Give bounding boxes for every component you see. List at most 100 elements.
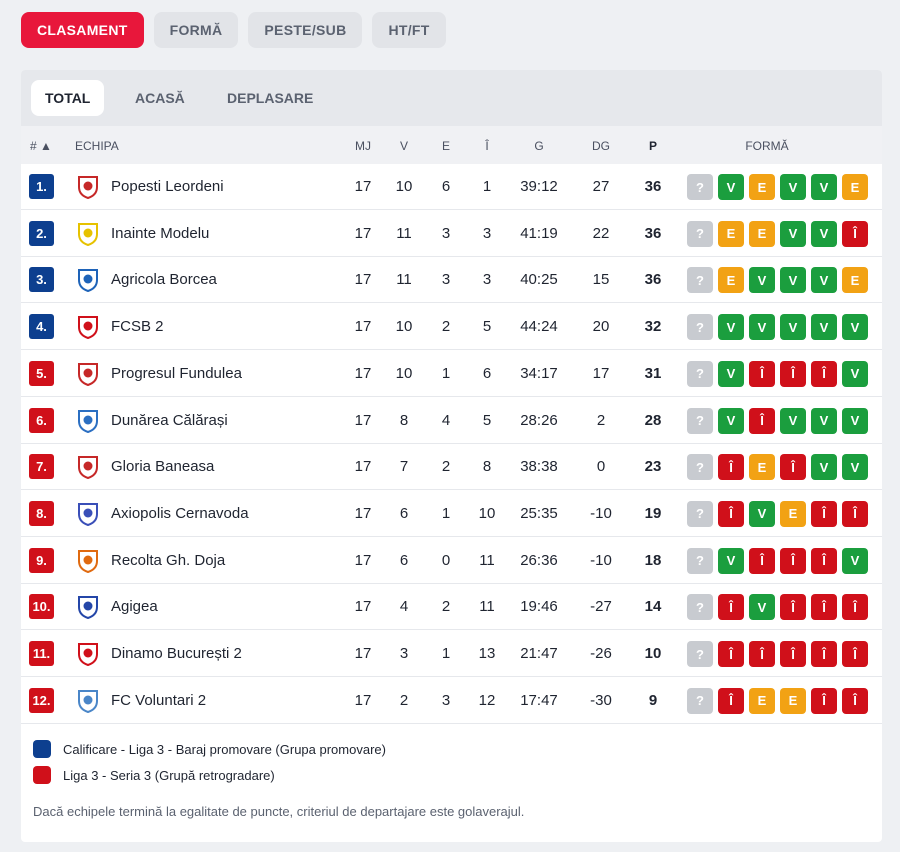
form-badge-loss[interactable]: Î (749, 360, 775, 387)
form-badge-loss[interactable]: Î (811, 687, 837, 714)
form-badge-draw[interactable]: E (749, 174, 775, 200)
form-badge-draw[interactable]: E (718, 267, 744, 294)
table-row[interactable]: 12. FC Voluntari 2 17 2 3 12 17:47 -30 9? Î E E Î Î (21, 678, 882, 724)
form-badge-unknown[interactable]: ? (687, 500, 713, 527)
form-badge-win[interactable]: V (780, 174, 806, 200)
team-name[interactable]: FCSB 2 (111, 318, 164, 336)
form-badge-win[interactable]: V (842, 547, 868, 574)
subtab-deplasare[interactable]: DEPLASARE (227, 90, 314, 106)
form-badge-loss[interactable]: Î (811, 594, 837, 621)
form-badge-win[interactable]: V (811, 314, 837, 341)
form-badge-loss[interactable]: Î (811, 641, 837, 667)
table-row[interactable]: 8. Axiopolis Cernavoda 17 6 1 10 25:35 -10 19? Î V… (21, 491, 882, 537)
table-row[interactable]: 11. Dinamo București 2 17 3 1 13 21:47 -26 10? Î Î… (21, 631, 882, 677)
form-badge-loss[interactable]: Î (842, 687, 868, 714)
form-badge-loss[interactable]: Î (749, 407, 775, 434)
table-row[interactable]: 10. Agigea 17 4 2 11 19:46 -27 14? Î V Î Î Î (21, 584, 882, 631)
table-row[interactable]: 6. Dunărea Călărași 17 8 4 5 28:26 2 28? V Î V V V (21, 398, 882, 444)
form-badge-unknown[interactable]: ? (687, 267, 713, 294)
form-badge-loss[interactable]: Î (842, 594, 868, 621)
form-badge-loss[interactable]: Î (749, 641, 775, 667)
form-badge-win[interactable]: V (749, 594, 775, 621)
form-badge-loss[interactable]: Î (718, 500, 744, 527)
tab-ht-ft[interactable]: HT/FT (372, 12, 446, 48)
form-badge-loss[interactable]: Î (718, 687, 744, 714)
form-badge-win[interactable]: V (718, 547, 744, 574)
form-badge-draw[interactable]: E (842, 174, 868, 200)
form-badge-win[interactable]: V (780, 267, 806, 294)
team-name[interactable]: Inainte Modelu (111, 224, 210, 242)
table-row[interactable]: 9. Recolta Gh. Doja 17 6 0 11 26:36 -10 18? V Î Î Î V (21, 538, 882, 584)
form-badge-draw[interactable]: E (749, 687, 775, 714)
form-badge-win[interactable]: V (718, 360, 744, 387)
form-badge-loss[interactable]: Î (718, 594, 744, 621)
tab-peste-sub[interactable]: PESTE/SUB (248, 12, 363, 48)
form-badge-unknown[interactable]: ? (687, 314, 713, 341)
team-name[interactable]: Recolta Gh. Doja (111, 551, 226, 569)
subtab-total[interactable]: TOTAL (31, 80, 105, 116)
form-badge-win[interactable]: V (842, 314, 868, 341)
form-badge-loss[interactable]: Î (811, 547, 837, 574)
form-badge-win[interactable]: V (842, 360, 868, 387)
team-name[interactable]: Gloria Baneasa (111, 458, 215, 476)
form-badge-win[interactable]: V (749, 314, 775, 341)
form-badge-draw[interactable]: E (780, 500, 806, 527)
subtab-acasa[interactable]: ACASĂ (135, 90, 185, 106)
form-badge-draw[interactable]: E (780, 687, 806, 714)
form-badge-unknown[interactable]: ? (687, 407, 713, 434)
table-row[interactable]: 5. Progresul Fundulea 17 10 1 6 34:17 17 31? V Î Î Î… (21, 351, 882, 397)
form-badge-unknown[interactable]: ? (687, 594, 713, 621)
tab-clasament[interactable]: CLASAMENT (21, 12, 144, 48)
team-name[interactable]: Progresul Fundulea (111, 364, 242, 382)
form-badge-unknown[interactable]: ? (687, 547, 713, 574)
team-name[interactable]: Popesti Leordeni (111, 178, 224, 195)
form-badge-loss[interactable]: Î (780, 547, 806, 574)
form-badge-win[interactable]: V (811, 267, 837, 294)
table-row[interactable]: 4. FCSB 2 17 10 2 5 44:24 20 32? V V V V V (21, 304, 882, 351)
form-badge-win[interactable]: V (842, 454, 868, 481)
form-badge-loss[interactable]: Î (842, 641, 868, 667)
form-badge-unknown[interactable]: ? (687, 220, 713, 247)
form-badge-win[interactable]: V (811, 174, 837, 200)
form-badge-loss[interactable]: Î (842, 220, 868, 247)
form-badge-draw[interactable]: E (749, 220, 775, 247)
form-badge-win[interactable]: V (780, 407, 806, 434)
team-name[interactable]: Axiopolis Cernavoda (111, 504, 249, 522)
form-badge-loss[interactable]: Î (749, 547, 775, 574)
form-badge-unknown[interactable]: ? (687, 454, 713, 481)
team-name[interactable]: Agigea (111, 598, 158, 616)
form-badge-unknown[interactable]: ? (687, 174, 713, 200)
form-badge-win[interactable]: V (811, 220, 837, 247)
form-badge-win[interactable]: V (718, 407, 744, 434)
form-badge-win[interactable]: V (780, 220, 806, 247)
team-name[interactable]: Dinamo București 2 (111, 645, 242, 662)
form-badge-win[interactable]: V (780, 314, 806, 341)
form-badge-unknown[interactable]: ? (687, 687, 713, 714)
form-badge-loss[interactable]: Î (718, 641, 744, 667)
form-badge-loss[interactable]: Î (780, 641, 806, 667)
form-badge-win[interactable]: V (749, 500, 775, 527)
form-badge-loss[interactable]: Î (811, 360, 837, 387)
form-badge-loss[interactable]: Î (780, 594, 806, 621)
table-row[interactable]: 7. Gloria Baneasa 17 7 2 8 38:38 0 23? Î E Î V V (21, 444, 882, 491)
form-badge-draw[interactable]: E (749, 454, 775, 481)
form-badge-loss[interactable]: Î (811, 500, 837, 527)
form-badge-loss[interactable]: Î (718, 454, 744, 481)
form-badge-draw[interactable]: E (718, 220, 744, 247)
form-badge-draw[interactable]: E (842, 267, 868, 294)
table-row[interactable]: 1. Popesti Leordeni 17 10 6 1 39:12 27 36? V E V V E (21, 164, 882, 210)
form-badge-unknown[interactable]: ? (687, 360, 713, 387)
team-name[interactable]: FC Voluntari 2 (111, 691, 207, 709)
form-badge-loss[interactable]: Î (780, 454, 806, 481)
tab-forma[interactable]: FORMĂ (153, 12, 239, 48)
form-badge-win[interactable]: V (811, 407, 837, 434)
form-badge-win[interactable]: V (811, 454, 837, 481)
form-badge-win[interactable]: V (842, 407, 868, 434)
team-name[interactable]: Agricola Borcea (111, 271, 217, 289)
header-rank[interactable]: # ▲ (30, 139, 52, 153)
team-name[interactable]: Dunărea Călărași (111, 411, 228, 429)
form-badge-win[interactable]: V (718, 174, 744, 200)
form-badge-loss[interactable]: Î (842, 500, 868, 527)
table-row[interactable]: 3. Agricola Borcea 17 11 3 3 40:25 15 36? E V V V E (21, 257, 882, 304)
form-badge-win[interactable]: V (718, 314, 744, 341)
